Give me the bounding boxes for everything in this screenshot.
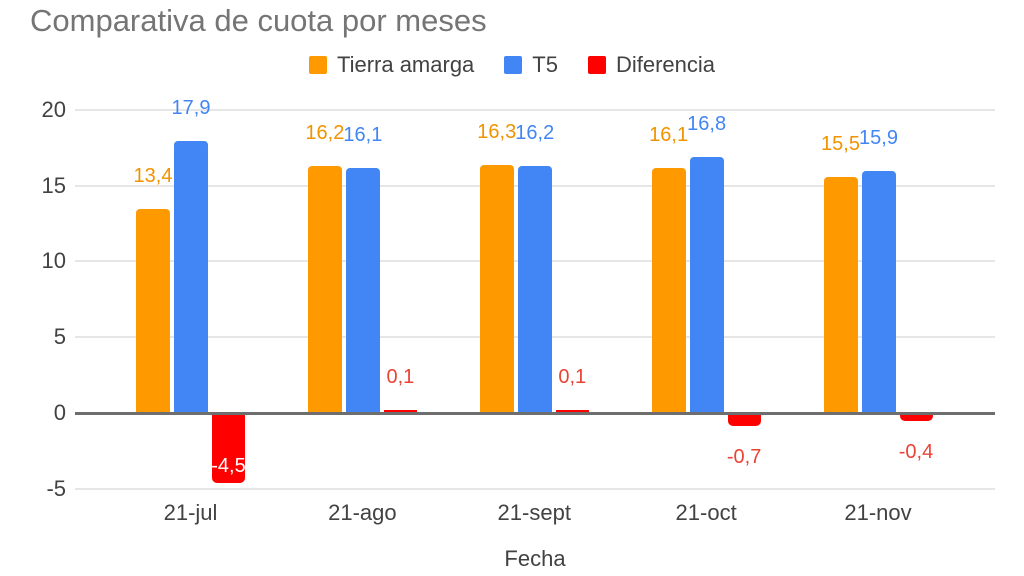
bar-t5-21-oct[interactable] — [689, 157, 724, 412]
bar-diferencia-21-oct[interactable] — [727, 415, 761, 426]
bar-diferencia-21-jul[interactable] — [212, 415, 245, 484]
bar-label-diferencia-21-ago: 0,1 — [386, 366, 415, 388]
y-tick--5: -5 — [46, 475, 66, 501]
bar-tierra-amarga-21-sept[interactable] — [479, 164, 514, 412]
bar-label-diferencia-21-sept: 0,1 — [558, 366, 587, 388]
bar-label-diferencia-21-jul: -4,5 — [211, 455, 246, 478]
bar-label-t5-21-oct: 16,8 — [687, 113, 727, 136]
bar-diferencia-21-ago[interactable] — [383, 410, 417, 412]
bar-t5-21-sept[interactable] — [517, 166, 552, 412]
bar-label-tierra-amarga-21-oct: 16,1 — [649, 123, 689, 146]
legend-swatch-red-icon — [587, 56, 606, 74]
bar-label-tierra-amarga-21-nov: 15,5 — [821, 133, 860, 156]
bar-diferencia-21-sept[interactable] — [555, 410, 589, 412]
bar-t5-21-jul[interactable] — [174, 140, 208, 412]
bar-label-diferencia-21-oct: -0,7 — [726, 445, 762, 468]
bar-label-t5-21-jul: 17,9 — [171, 96, 211, 119]
legend-swatch-blue-icon — [504, 56, 523, 74]
zero-baseline — [75, 412, 995, 415]
y-tick-5: 5 — [53, 324, 66, 350]
y-tick-15: 15 — [41, 172, 66, 198]
legend: Tierra amarga T5 Diferencia — [0, 52, 1024, 78]
legend-label-diferencia: Diferencia — [615, 52, 716, 77]
bar-label-t5-21-ago: 16,1 — [343, 123, 383, 146]
bar-label-tierra-amarga-21-sept: 16,3 — [477, 120, 517, 143]
legend-label-t5: T5 — [532, 52, 558, 77]
bar-t5-21-nov[interactable] — [861, 170, 896, 412]
chart-title: Comparativa de cuota por meses — [30, 3, 487, 38]
gridline--5 — [75, 487, 995, 490]
legend-item-diferencia[interactable]: Diferencia — [587, 52, 716, 78]
y-tick-0: 0 — [53, 400, 66, 425]
x-tick-21-ago: 21-ago — [328, 500, 397, 525]
bar-label-diferencia-21-nov: -0,4 — [898, 441, 934, 464]
legend-label-tierra-amarga: Tierra amarga — [336, 52, 475, 77]
y-tick-20: 20 — [41, 96, 66, 122]
x-tick-21-oct: 21-oct — [675, 500, 737, 525]
legend-item-tierra-amarga[interactable]: Tierra amarga — [308, 52, 475, 78]
y-tick-10: 10 — [41, 248, 66, 274]
bar-tierra-amarga-21-jul[interactable] — [136, 208, 170, 412]
bar-tierra-amarga-21-oct[interactable] — [651, 167, 686, 412]
x-tick-21-sept: 21-sept — [497, 500, 571, 525]
legend-item-t5[interactable]: T5 — [504, 52, 558, 78]
bar-t5-21-ago[interactable] — [345, 167, 380, 412]
bar-tierra-amarga-21-nov[interactable] — [823, 177, 858, 412]
bar-tierra-amarga-21-ago[interactable] — [307, 166, 342, 412]
x-axis-title: Fecha — [504, 546, 566, 571]
bar-label-tierra-amarga-21-jul: 13,4 — [133, 164, 173, 187]
x-tick-21-nov: 21-nov — [844, 500, 912, 525]
x-tick-21-jul: 21-jul — [163, 500, 218, 525]
bar-label-tierra-amarga-21-ago: 16,2 — [305, 122, 345, 145]
gridline-20 — [75, 108, 995, 111]
bar-label-t5-21-sept: 16,2 — [515, 122, 555, 145]
legend-swatch-orange-icon — [308, 56, 327, 74]
bar-diferencia-21-nov[interactable] — [899, 415, 933, 422]
bar-label-t5-21-nov: 15,9 — [859, 126, 898, 149]
